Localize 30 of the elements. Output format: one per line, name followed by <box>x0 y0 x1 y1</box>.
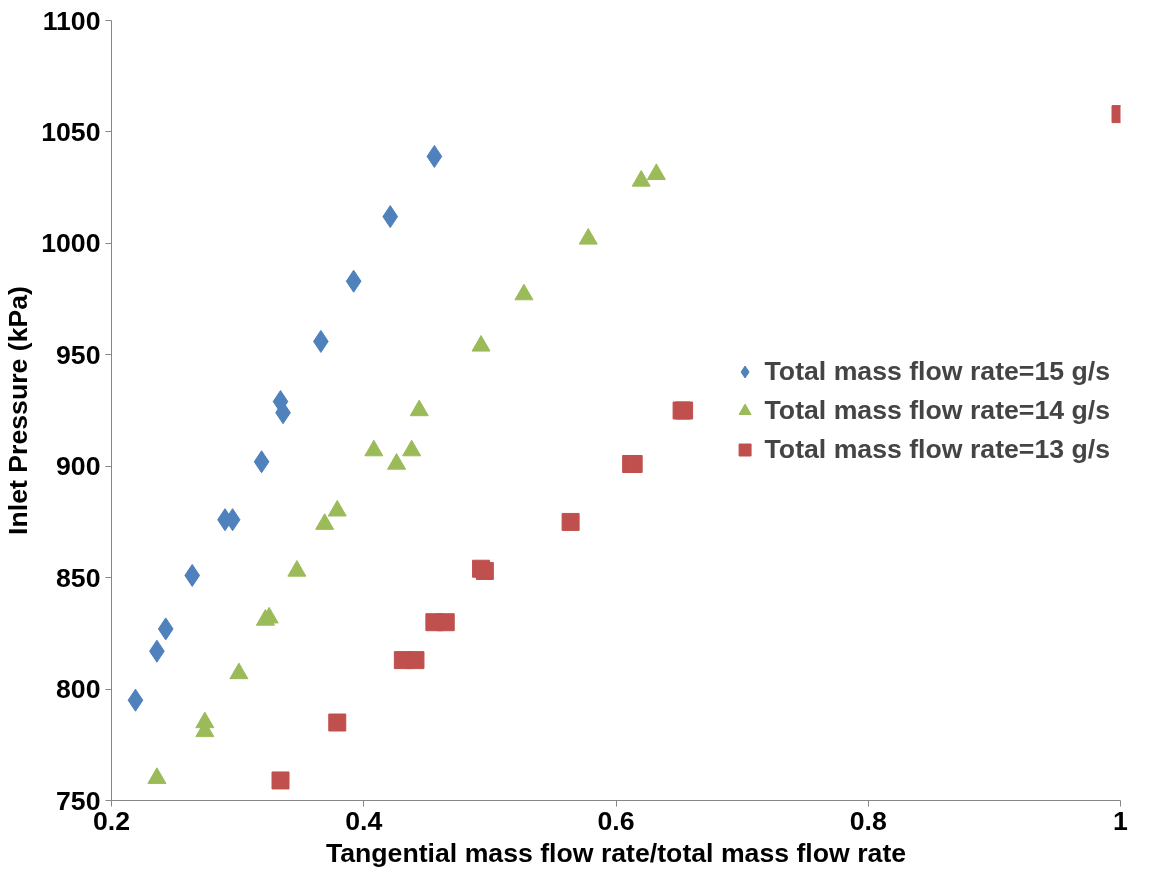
y-axis-title: Inlet Pressure (kPa) <box>3 286 34 535</box>
point <box>578 228 598 245</box>
y-tick-label: 950 <box>56 339 101 370</box>
legend-label: Total mass flow rate=14 g/s <box>764 394 1110 426</box>
point <box>127 688 144 712</box>
point <box>406 651 425 670</box>
point <box>184 563 201 587</box>
y-tick-label: 850 <box>56 562 101 593</box>
x-tick-label: 1 <box>1113 805 1129 836</box>
point <box>253 450 270 474</box>
y-tick-label: 800 <box>56 674 101 705</box>
point <box>382 205 399 229</box>
point <box>436 613 455 632</box>
point <box>345 269 362 293</box>
legend-label: Total mass flow rate=13 g/s <box>764 433 1110 465</box>
x-tick-label: 0.4 <box>345 805 383 836</box>
point <box>157 617 174 641</box>
x-tick-label: 0.6 <box>597 805 635 836</box>
y-tick-label: 900 <box>56 451 101 482</box>
x-tick-label: 0.8 <box>849 805 887 836</box>
point <box>426 144 443 168</box>
point <box>328 713 347 732</box>
point <box>271 771 290 790</box>
point <box>631 170 651 187</box>
y-tick-label: 1100 <box>42 5 101 36</box>
point <box>561 512 580 531</box>
y-tick-label: 1000 <box>41 228 101 259</box>
x-axis-title: Tangential mass flow rate/total mass flow rate <box>325 837 907 868</box>
y-tick-label: 1050 <box>41 116 101 147</box>
legend-label: Total mass flow rate=15 g/s <box>764 355 1110 387</box>
